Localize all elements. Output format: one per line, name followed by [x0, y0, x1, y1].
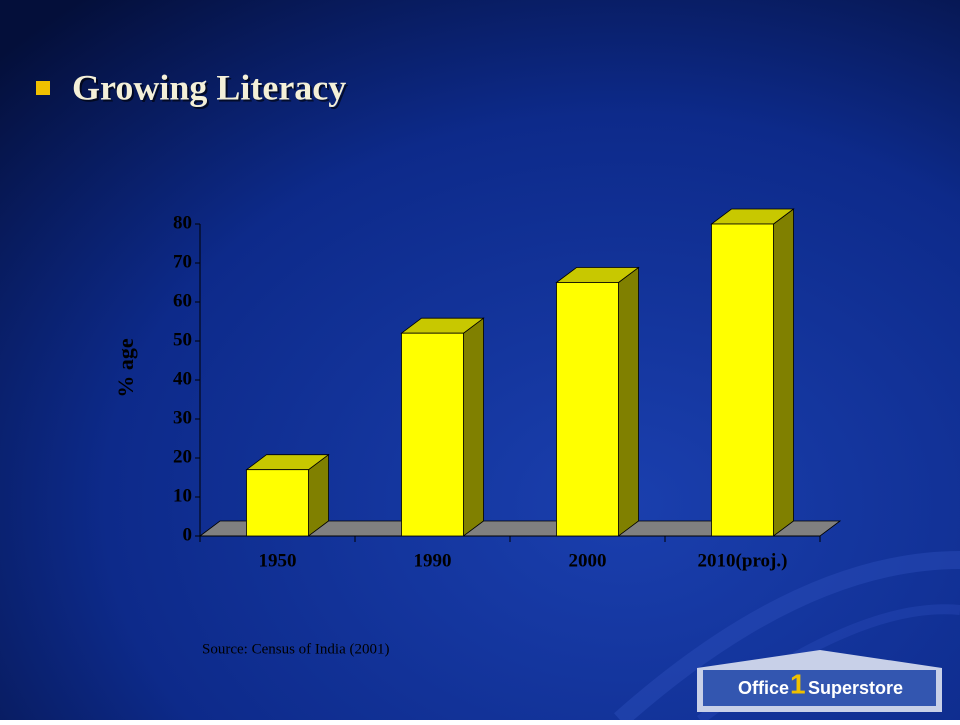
bar-side: [463, 317, 484, 537]
x-tick-label: 2000: [569, 550, 607, 571]
y-tick-label: 50: [173, 329, 192, 350]
logo: Office 1 Superstore: [697, 650, 942, 712]
logo-text: Superstore: [808, 678, 903, 698]
x-tick-label: 2010(proj.): [698, 550, 788, 571]
plot: 0 10 20 30 40 50 60 70 80 1950 1990 2000 2010(proj.): [173, 208, 842, 571]
logo-box: [703, 670, 936, 706]
bar: [556, 282, 619, 537]
y-tick-label: 10: [173, 485, 192, 506]
x-tick-label: 1950: [259, 550, 297, 571]
y-tick-label: 20: [173, 446, 192, 467]
bullet: [36, 81, 50, 95]
y-axis-label: % age: [113, 338, 138, 398]
x-tick-label: 1990: [414, 550, 452, 571]
bar: [401, 332, 464, 537]
y-tick-label: 80: [173, 212, 192, 233]
bar-side: [773, 208, 794, 537]
y-tick-label: 40: [173, 368, 192, 389]
y-tick-label: 60: [173, 290, 192, 311]
logo-number: 1: [790, 668, 806, 699]
title-shadow: Growing Literacy: [74, 69, 348, 109]
chart-title: Growing Literacy: [72, 67, 346, 107]
bar-side: [618, 266, 639, 537]
bar: [711, 223, 774, 537]
y-tick-label: 0: [183, 524, 193, 545]
y-tick-label: 70: [173, 251, 192, 272]
swoosh: [614, 551, 960, 725]
y-tick-label: 30: [173, 407, 192, 428]
source-note: Source: Census of India (2001): [202, 641, 389, 657]
bar: [246, 469, 309, 537]
logo-text: Office: [738, 678, 789, 698]
